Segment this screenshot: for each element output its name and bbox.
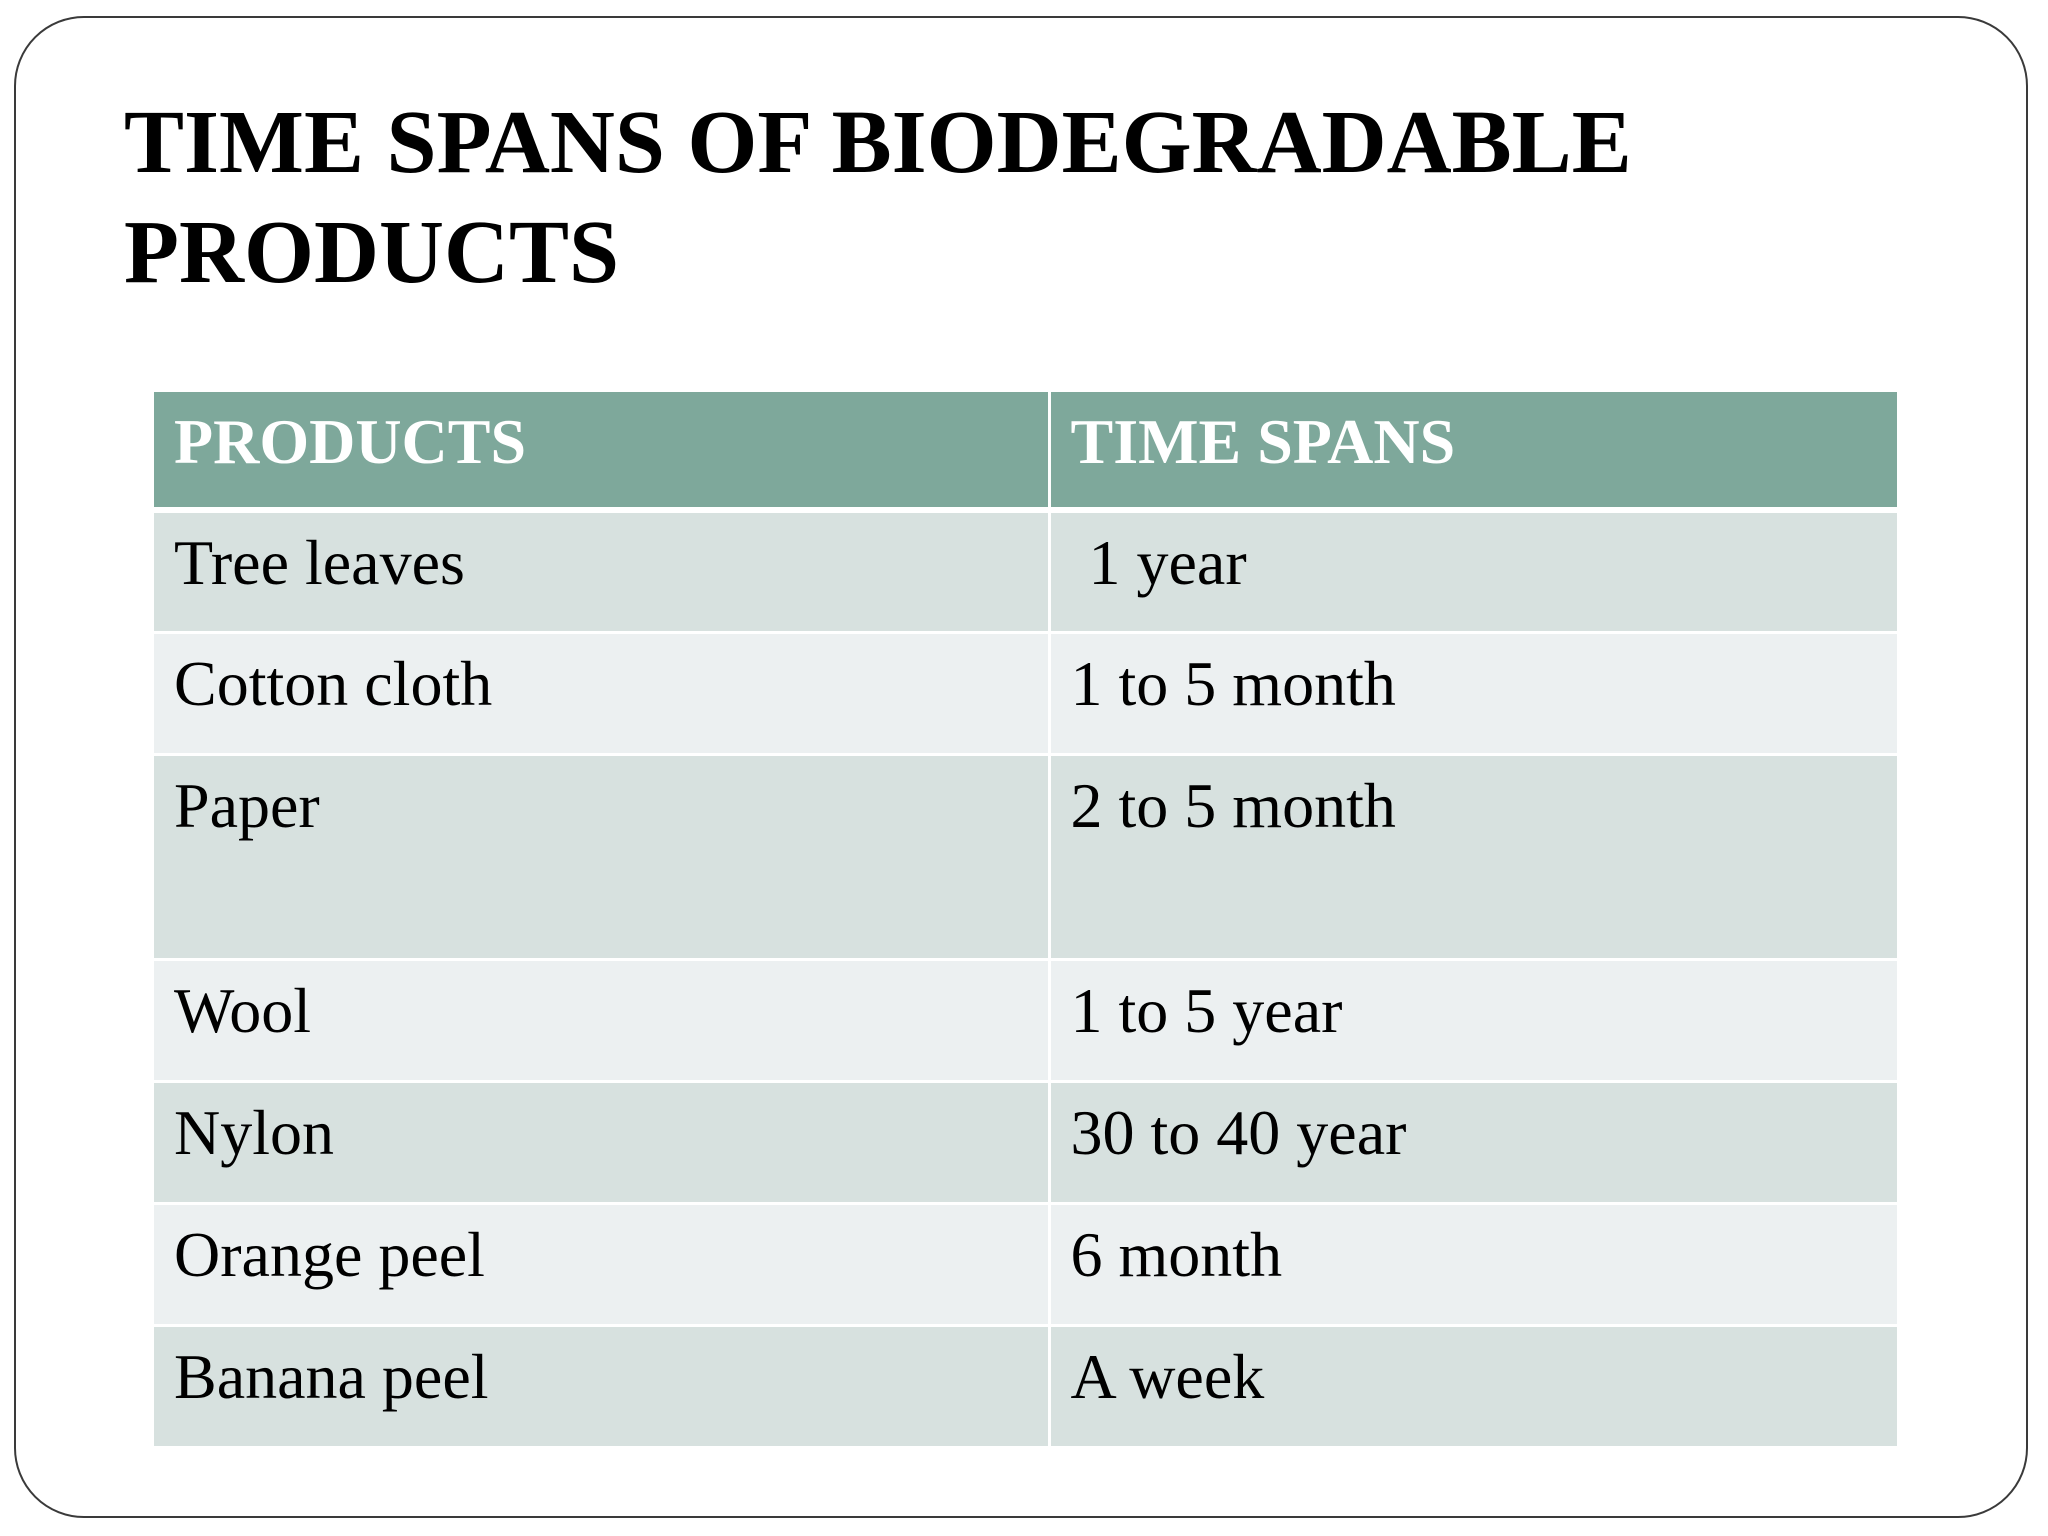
table-row: Paper 2 to 5 month	[154, 754, 1897, 961]
table-row: Tree leaves 1 year	[154, 510, 1897, 634]
time-span-cell: A week	[1047, 1325, 1897, 1449]
product-cell: Wool	[154, 959, 1049, 1083]
table-row: Banana peel A week	[154, 1325, 1897, 1449]
product-cell: Banana peel	[154, 1325, 1049, 1449]
time-span-value: 1 year	[1088, 527, 1247, 598]
time-spans-table-container: PRODUCTS TIME SPANS Tree leaves 1 year C…	[154, 392, 1897, 1449]
product-cell: Orange peel	[154, 1203, 1049, 1327]
time-span-cell: 30 to 40 year	[1047, 1081, 1897, 1205]
time-spans-table: PRODUCTS TIME SPANS Tree leaves 1 year C…	[154, 392, 1897, 1449]
table-row: Nylon 30 to 40 year	[154, 1081, 1897, 1205]
table-row: Orange peel 6 month	[154, 1203, 1897, 1327]
time-span-cell: 1 year	[1047, 510, 1897, 634]
time-span-cell: 6 month	[1047, 1203, 1897, 1327]
time-span-cell: 2 to 5 month	[1047, 754, 1897, 961]
time-span-cell: 1 to 5 year	[1047, 959, 1897, 1083]
product-cell: Tree leaves	[154, 510, 1049, 634]
header-time-spans: TIME SPANS	[1047, 392, 1897, 513]
product-cell: Paper	[154, 754, 1049, 961]
product-cell: Nylon	[154, 1081, 1049, 1205]
table-header-row: PRODUCTS TIME SPANS	[154, 392, 1897, 513]
time-span-cell: 1 to 5 month	[1047, 632, 1897, 756]
slide-title: TIME SPANS OF BIODEGRADABLE PRODUCTS	[124, 93, 1632, 302]
table-row: Wool 1 to 5 year	[154, 959, 1897, 1083]
product-cell: Cotton cloth	[154, 632, 1049, 756]
table-row: Cotton cloth 1 to 5 month	[154, 632, 1897, 756]
header-products: PRODUCTS	[154, 392, 1049, 513]
